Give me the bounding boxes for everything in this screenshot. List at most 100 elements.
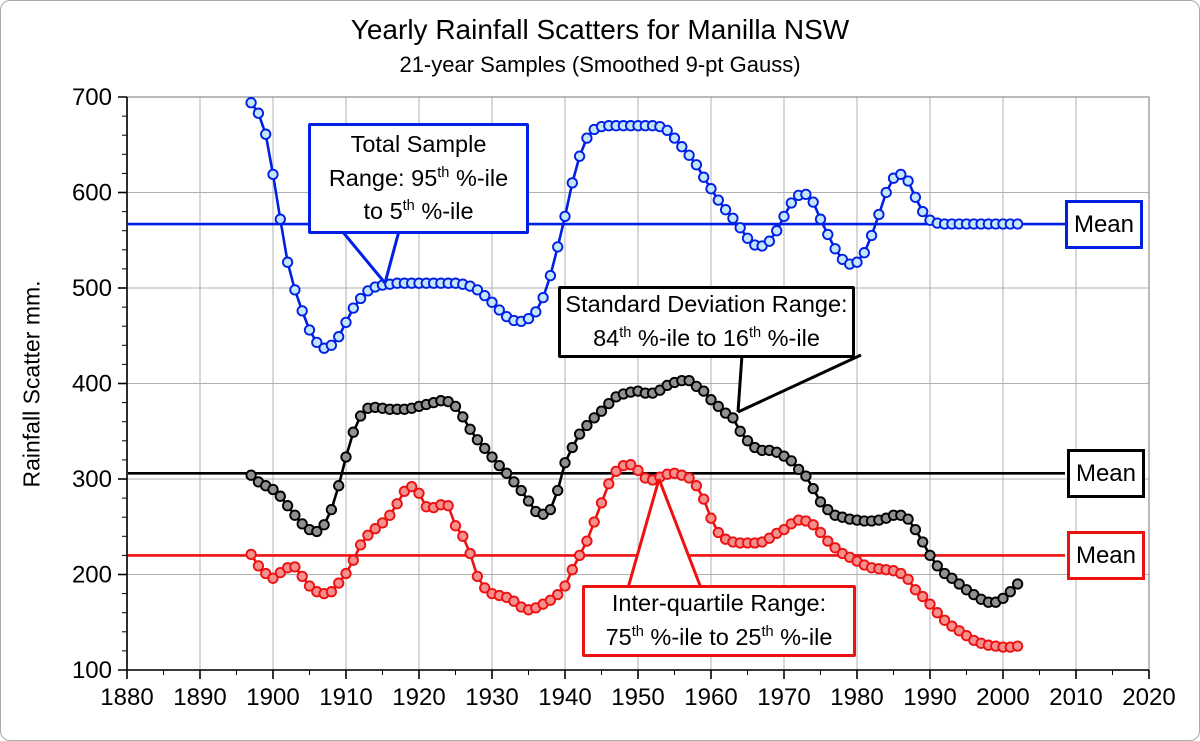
series-marker	[311, 525, 323, 538]
series-marker	[800, 470, 812, 482]
series-marker	[566, 441, 578, 454]
series-marker	[953, 578, 965, 590]
series-marker	[486, 451, 498, 463]
y-tick-label: 500	[72, 275, 112, 302]
series-marker	[544, 503, 557, 516]
series-marker	[734, 222, 746, 234]
series-marker	[917, 590, 929, 603]
series-marker	[938, 614, 951, 626]
series-marker	[347, 302, 359, 314]
y-tick-label: 300	[72, 466, 112, 493]
series-marker	[333, 331, 345, 343]
series-marker	[909, 584, 922, 596]
callout-pointer-leg	[340, 230, 387, 284]
series-marker	[625, 459, 637, 471]
series-marker	[552, 588, 564, 601]
series-marker	[851, 256, 863, 268]
x-tick-label: 2020	[1122, 684, 1175, 711]
series-marker	[712, 194, 724, 206]
series-marker	[267, 483, 279, 496]
series-marker	[785, 197, 797, 209]
series-marker	[595, 497, 608, 509]
series-marker	[683, 149, 695, 161]
series-marker	[822, 535, 834, 547]
series-marker	[858, 247, 870, 259]
series-marker	[464, 547, 476, 560]
series-marker	[727, 212, 739, 224]
x-tick-label: 1920	[392, 684, 445, 711]
callout-pointer-leg	[736, 354, 744, 413]
series-marker	[705, 512, 717, 524]
callout-pointer-leg	[657, 478, 703, 589]
series-marker	[865, 229, 878, 242]
series-marker	[603, 478, 615, 490]
mean-lines	[128, 222, 1065, 557]
series-marker	[734, 425, 746, 437]
series-marker	[500, 467, 513, 479]
series-marker	[698, 385, 710, 397]
series-marker	[362, 529, 374, 541]
series-marker	[267, 572, 279, 584]
series-marker	[544, 269, 557, 282]
series-marker	[763, 235, 776, 247]
series-marker	[581, 535, 593, 547]
x-tick-label: 1990	[903, 684, 956, 711]
callout-pointer-leg	[626, 478, 661, 589]
series-marker	[311, 336, 323, 349]
series-marker	[800, 188, 812, 201]
series-marker	[792, 463, 805, 476]
series-marker	[508, 595, 520, 607]
series-marker	[515, 484, 527, 497]
series-marker	[347, 554, 359, 566]
series-marker	[902, 175, 914, 187]
series-marker	[354, 410, 367, 422]
series-marker	[296, 570, 308, 583]
series-marker	[289, 509, 301, 521]
series-marker	[289, 284, 301, 296]
callout-pointer-mask	[342, 231, 399, 283]
x-tick-label: 1960	[684, 684, 737, 711]
series-0	[245, 97, 1024, 354]
x-tick-label: 2010	[1049, 684, 1102, 711]
series-marker	[595, 405, 608, 417]
series-marker	[807, 482, 819, 495]
series-marker	[267, 168, 279, 181]
series-marker	[902, 513, 914, 525]
x-tick-label: 1940	[538, 684, 591, 711]
series-marker	[902, 573, 914, 585]
series-marker	[771, 225, 783, 237]
series-marker	[493, 304, 505, 316]
series-marker	[479, 442, 491, 455]
series-marker	[581, 132, 593, 144]
series-marker	[486, 296, 498, 308]
annotation-line: 84th %-ile to 16th %-ile	[593, 325, 820, 351]
series-marker	[333, 480, 345, 492]
series-marker	[588, 412, 600, 424]
series-marker	[559, 457, 571, 469]
annotation-standard-deviation-range: Standard Deviation Range: 84th %-ile to 1…	[558, 286, 855, 358]
series-marker	[895, 567, 907, 580]
series-marker	[413, 487, 425, 499]
series-marker	[807, 196, 819, 208]
series-marker	[873, 208, 885, 221]
series-marker	[712, 400, 724, 413]
series-marker	[289, 561, 301, 573]
series-marker	[537, 291, 549, 304]
series-marker	[683, 374, 695, 387]
series-marker	[260, 128, 272, 140]
y-tick-label: 600	[72, 180, 112, 207]
series-marker	[522, 495, 535, 507]
series-marker	[880, 186, 892, 199]
y-tick-label: 200	[72, 562, 112, 589]
chart-subtitle: 21-year Samples (Smoothed 9-pt Gauss)	[399, 52, 801, 77]
x-tick-label: 1900	[246, 684, 299, 711]
series-marker	[552, 241, 564, 253]
series-marker	[566, 177, 578, 189]
series-marker	[457, 411, 469, 423]
series-marker	[406, 480, 418, 493]
series-marker	[303, 324, 316, 336]
series-marker	[1011, 578, 1024, 590]
mean-label-text: Mean	[1075, 459, 1137, 487]
series-marker	[245, 469, 257, 481]
series-marker	[1004, 586, 1016, 598]
